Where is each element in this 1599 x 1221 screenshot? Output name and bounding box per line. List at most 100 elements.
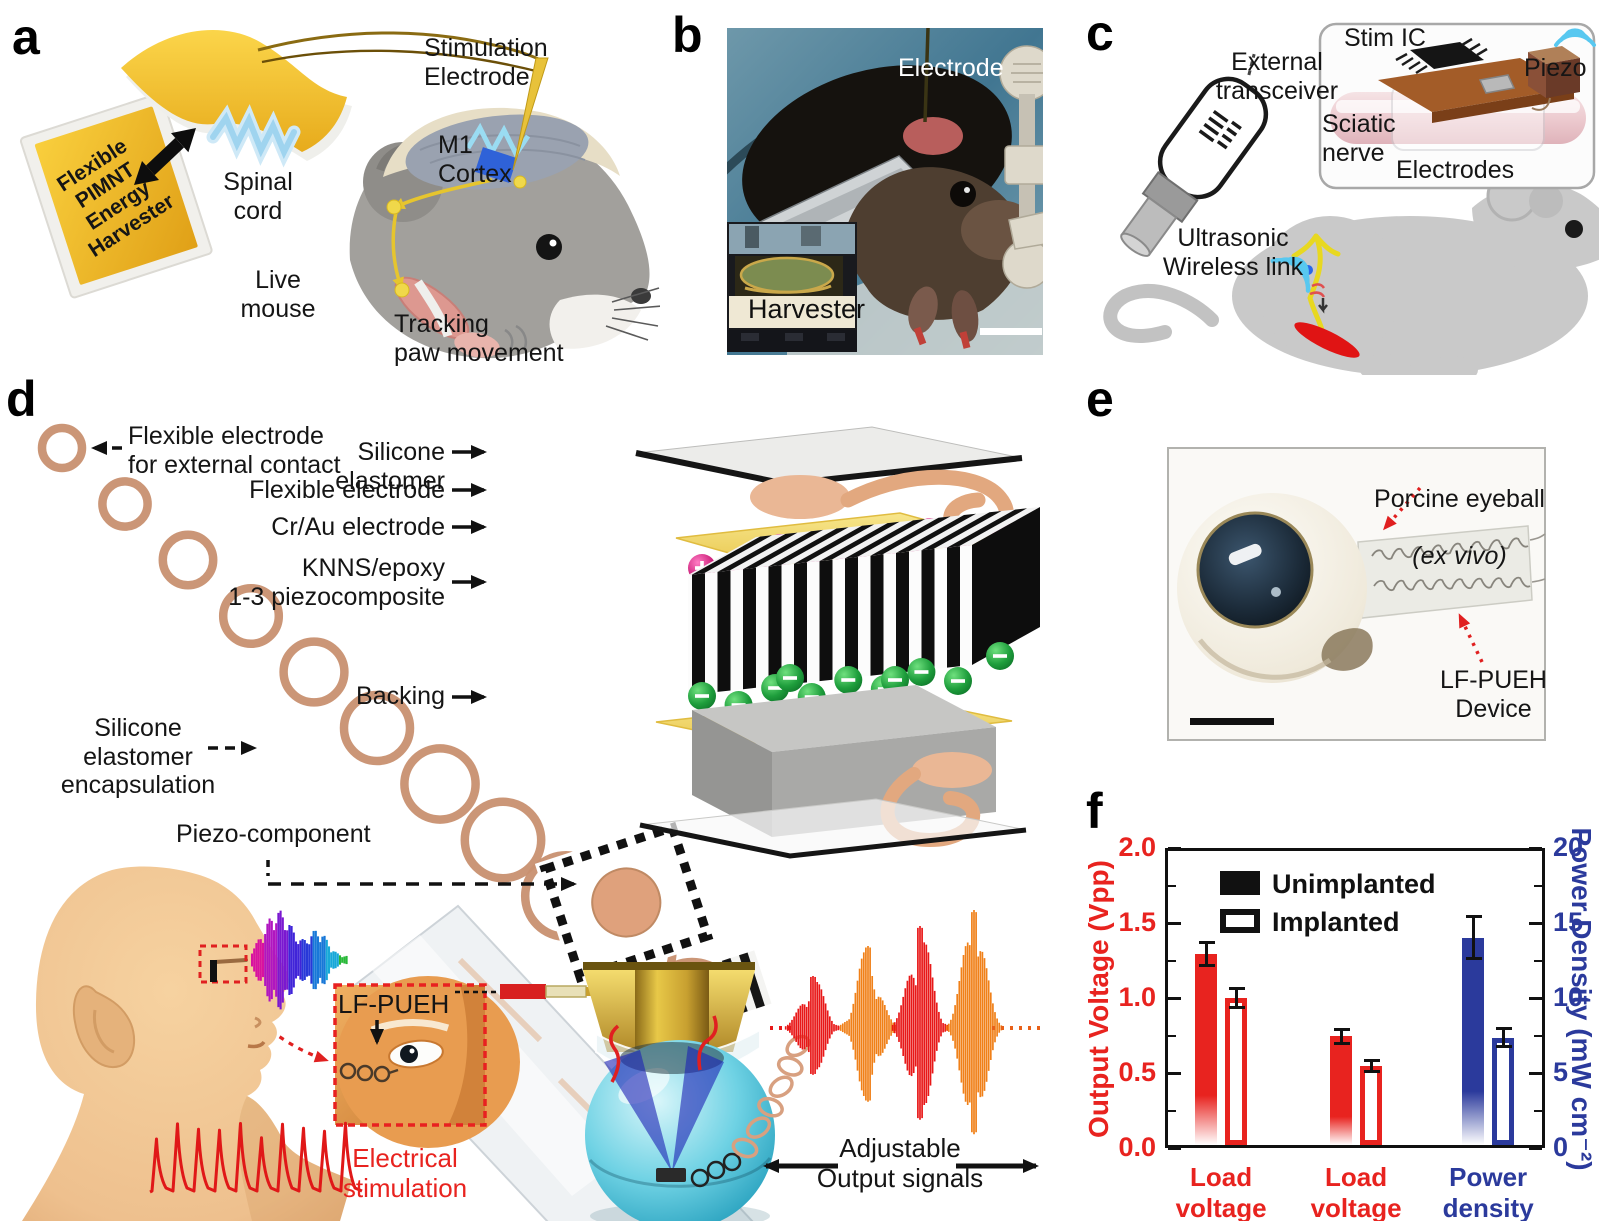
right-minor-tick <box>1534 884 1542 887</box>
error-bar-cap <box>1198 941 1215 945</box>
piezo-component-graphic <box>534 817 718 988</box>
left-tick-mark <box>1168 846 1181 850</box>
harvester-inset-label: Harvester <box>748 294 866 324</box>
error-bar-cap <box>1465 915 1482 919</box>
error-bar-line <box>1472 916 1476 960</box>
stimulation-spike-train <box>149 1121 363 1194</box>
output-signal-bursts <box>770 910 1040 1135</box>
silicone-encapsulation-label: Silicone elastomer encapsulation <box>60 714 216 799</box>
porcine-eyeball-line1: Porcine eyeball <box>1374 484 1545 513</box>
sound-wave-graphic <box>250 910 348 1010</box>
panel-b-photo <box>727 28 1043 355</box>
flexible-electrode-label: Flexible electrode <box>249 476 445 504</box>
adjustable-output-label: Adjustable Output signals <box>816 1133 984 1193</box>
legend-label-implanted: Implanted <box>1272 907 1400 937</box>
electrical-stimulation-label: Electrical stimulation <box>342 1143 468 1203</box>
panel-letter-a: a <box>12 9 40 65</box>
right-tick-mark <box>1529 996 1542 1000</box>
stack-label-arrows <box>452 445 487 704</box>
panel-letter-b: b <box>672 7 703 63</box>
bar-implanted <box>1492 1037 1515 1145</box>
category-label: Load voltage (1 MΩ) <box>1175 1162 1267 1221</box>
error-bar-cap <box>1198 963 1215 967</box>
piezo-label: Piezo <box>1524 54 1587 82</box>
vibration-wave-icon <box>206 104 301 168</box>
harvester-wires <box>257 31 545 74</box>
left-minor-tick <box>1168 1034 1176 1037</box>
error-bar-cap <box>1495 1045 1512 1049</box>
error-bar-cap <box>1333 1027 1350 1031</box>
error-bar-line <box>1370 1059 1374 1072</box>
left-tick-label: 1.5 <box>1118 907 1156 937</box>
panel-letter-c: c <box>1086 5 1114 61</box>
panel-b-inset-photo <box>727 222 857 352</box>
wifi-icon <box>1270 256 1311 293</box>
porcine-eyeball-photo <box>1177 493 1373 683</box>
right-tick-label: 10 <box>1553 982 1584 1012</box>
error-bar-cap <box>1228 986 1245 990</box>
right-tick-mark <box>1529 846 1542 850</box>
left-tick-label: 2.0 <box>1118 832 1156 862</box>
lf-pueh-label: LF-PUEH <box>338 989 450 1019</box>
eye-roi-box <box>198 944 248 984</box>
category-label: Load voltage (1 kΩ) <box>1310 1162 1402 1221</box>
left-tick-label: 1.0 <box>1118 982 1156 1012</box>
porcine-eyeball-line2: (ex vivo) <box>1412 541 1507 570</box>
left-minor-tick <box>1168 1109 1176 1112</box>
human-head <box>22 866 352 1221</box>
ultrasonic-link-label: Ultrasonic Wireless link <box>1162 224 1304 281</box>
exploded-stack <box>635 426 1040 859</box>
right-tick-label: 5 <box>1553 1057 1569 1087</box>
error-bar-cap <box>1363 1058 1380 1062</box>
error-bar-cap <box>1333 1041 1350 1045</box>
left-tick-mark <box>1168 1071 1181 1075</box>
external-transceiver-label: External transceiver <box>1215 48 1339 105</box>
copper-chain <box>731 1034 811 1159</box>
bar-unimplanted <box>1195 953 1218 1145</box>
error-bar-cap <box>1465 957 1482 961</box>
cr-au-electrode-label: Cr/Au electrode <box>271 513 445 541</box>
live-mouse-label: Live mouse <box>240 266 316 323</box>
left-tick-label: 0.0 <box>1118 1132 1156 1162</box>
right-minor-tick <box>1534 959 1542 962</box>
category-label: Power density (1 kΩ) <box>1442 1162 1534 1221</box>
silicone-elastomer-label: Silicone elastomer <box>335 438 445 495</box>
bar-implanted <box>1225 998 1248 1145</box>
bar-unimplanted <box>1330 1036 1353 1145</box>
error-bar-cap <box>1228 1006 1245 1010</box>
implant-inset <box>1318 22 1596 190</box>
panel-letter-e: e <box>1086 371 1114 427</box>
flexible-harvester-pad <box>19 92 213 299</box>
panel-letter-f: f <box>1086 783 1103 839</box>
panel-d-illustration <box>22 423 1040 1221</box>
right-tick-mark <box>1529 1071 1542 1075</box>
backing-label: Backing <box>356 682 445 710</box>
panel-c-illustration <box>1103 22 1599 375</box>
face-inset <box>333 976 520 1148</box>
left-tick-mark <box>1168 1146 1181 1150</box>
error-bar-line <box>1235 987 1239 1009</box>
left-minor-tick <box>1168 884 1176 887</box>
error-bar-cap <box>1495 1027 1512 1031</box>
left-minor-tick <box>1168 959 1176 962</box>
legend-swatch-unimplanted <box>1220 871 1260 895</box>
panel-letter-d: d <box>6 371 37 427</box>
piezo-component-label: Piezo-component <box>176 820 371 848</box>
left-tick-mark <box>1168 921 1181 925</box>
right-tick-label: 0 <box>1553 1132 1569 1162</box>
legend-swatch-implanted <box>1220 909 1260 933</box>
bar-unimplanted <box>1462 937 1485 1145</box>
right-tick-label: 15 <box>1553 907 1584 937</box>
spinal-cord-label: Spinal cord <box>223 168 293 225</box>
left-tick-label: 0.5 <box>1118 1057 1156 1087</box>
bar-implanted <box>1360 1065 1383 1145</box>
right-minor-tick <box>1534 1109 1542 1112</box>
electrodes-label: Electrodes <box>1396 156 1515 184</box>
panel-e-photo <box>1167 447 1546 741</box>
chart-plot-area: Unimplanted Implanted <box>1165 848 1545 1148</box>
sciatic-nerve-label: Sciatic nerve <box>1322 110 1396 167</box>
electrode-label: Electrode <box>898 54 1004 82</box>
m1-cortex-label: M1 Cortex <box>438 131 512 188</box>
lf-pueh-device-label: LF-PUEH Device <box>1440 666 1547 723</box>
